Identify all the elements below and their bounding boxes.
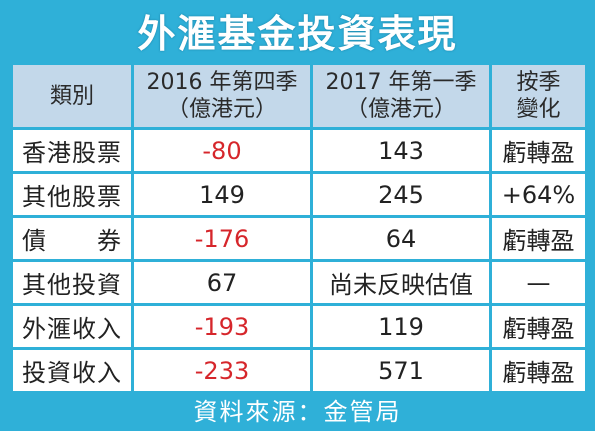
performance-table: 類別 2016 年第四季 （億港元） 2017 年第一季 （億港元） 按季 變化 香港… [10, 62, 588, 394]
cell-q4-2016: 149 [134, 174, 310, 215]
cell-q1-2017: 571 [313, 350, 489, 391]
chart-title: 外滙基金投資表現 [137, 11, 458, 56]
cell-q1-2017: 143 [313, 130, 489, 171]
cell-q4-2016: -193 [134, 306, 310, 347]
cell-change: 虧轉盈 [492, 350, 585, 391]
cell-q1-2017: 64 [313, 218, 489, 259]
table-row: 外滙收入 -193 119 虧轉盈 [13, 306, 585, 347]
header-category: 類別 [13, 65, 131, 127]
cell-change: +64% [492, 174, 585, 215]
cell-change: 虧轉盈 [492, 130, 585, 171]
cell-change: — [492, 262, 585, 303]
table-header-row: 類別 2016 年第四季 （億港元） 2017 年第一季 （億港元） 按季 變化 [13, 65, 585, 127]
table-row: 香港股票 -80 143 虧轉盈 [13, 130, 585, 171]
cell-change: 虧轉盈 [492, 218, 585, 259]
cell-q1-2017: 245 [313, 174, 489, 215]
header-q1-2017: 2017 年第一季 （億港元） [313, 65, 489, 127]
table-row: 債 券 -176 64 虧轉盈 [13, 218, 585, 259]
table-row: 投資收入 -233 571 虧轉盈 [13, 350, 585, 391]
cell-category: 外滙收入 [13, 306, 131, 347]
cell-category: 其他股票 [13, 174, 131, 215]
cell-q4-2016: -80 [134, 130, 310, 171]
cell-q4-2016: 67 [134, 262, 310, 303]
cell-q1-2017: 119 [313, 306, 489, 347]
table-row: 其他投資 67 尚未反映估值 — [13, 262, 585, 303]
source-note: 資料來源：金管局 [193, 397, 402, 426]
cell-q4-2016: -233 [134, 350, 310, 391]
cell-category: 其他投資 [13, 262, 131, 303]
cell-q4-2016: -176 [134, 218, 310, 259]
cell-change: 虧轉盈 [492, 306, 585, 347]
table-row: 其他股票 149 245 +64% [13, 174, 585, 215]
cell-category: 債 券 [13, 218, 131, 259]
header-change: 按季 變化 [492, 65, 585, 127]
header-q4-2016: 2016 年第四季 （億港元） [134, 65, 310, 127]
cell-category: 香港股票 [13, 130, 131, 171]
cell-category: 投資收入 [13, 350, 131, 391]
cell-q1-2017: 尚未反映估值 [313, 262, 489, 303]
